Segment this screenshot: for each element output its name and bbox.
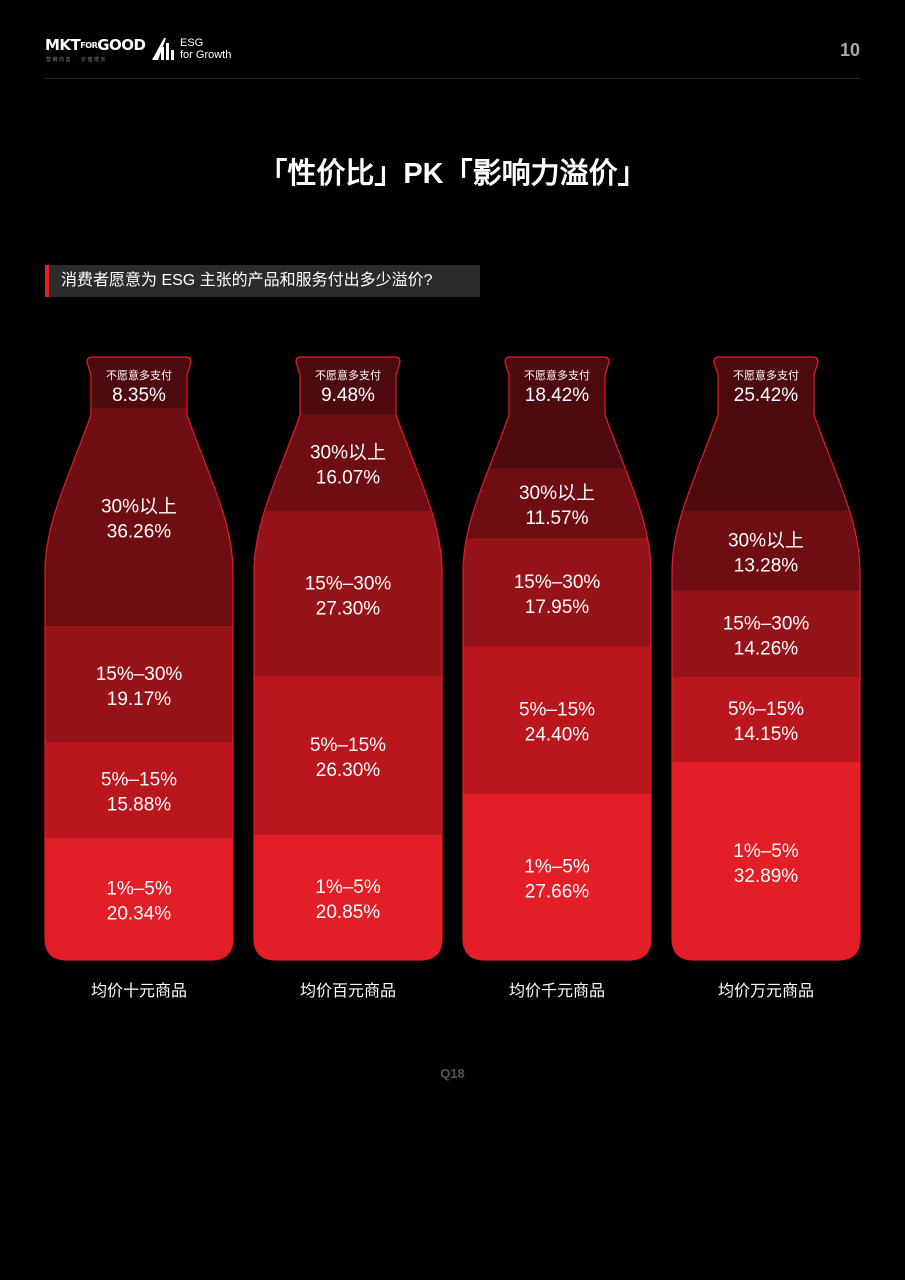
segment-range5_15-0: [45, 741, 233, 838]
segment-range1_5-0: [45, 837, 233, 960]
segment-name-label-unwilling-1: 不愿意多支付: [315, 368, 381, 382]
segment-value-label-unwilling-0: 8.35%: [112, 385, 166, 406]
bottle-outline-3: [671, 356, 861, 961]
question-source: Q18: [440, 1066, 465, 1081]
segment-name-label-range15_30-0: 15%–30%: [96, 664, 183, 685]
bottle-segments-0: [45, 357, 233, 960]
esg-logo-line2: for Growth: [180, 49, 232, 61]
segment-value-label-unwilling-1: 9.48%: [321, 385, 375, 406]
segment-name-label-range1_5-0: 1%–5%: [106, 879, 172, 900]
segment-value-label-range1_5-1: 20.85%: [316, 902, 381, 923]
segment-value-label-over30-2: 11.57%: [525, 508, 588, 529]
segment-name-label-over30-1: 30%以上: [310, 442, 386, 464]
segment-value-label-range5_15-2: 24.40%: [525, 725, 590, 746]
segment-name-label-unwilling-0: 不愿意多支付: [106, 368, 172, 382]
segment-name-label-range5_15-0: 5%–15%: [101, 769, 177, 790]
page-header: MKTFORGOOD 营销向善 · 价值增长 ESG for Growth 10: [45, 30, 860, 79]
segment-value-label-range15_30-2: 17.95%: [525, 597, 590, 618]
segment-range15_30-3: [672, 590, 860, 677]
segment-over30-2: [463, 468, 651, 538]
segment-name-label-range5_15-1: 5%–15%: [310, 735, 386, 756]
chart-question-subtitle: 消费者愿意为 ESG 主张的产品和服务付出多少溢价?: [45, 265, 480, 297]
segment-value-label-range5_15-1: 26.30%: [316, 760, 381, 781]
segment-name-label-range1_5-3: 1%–5%: [733, 841, 799, 862]
segment-name-label-range15_30-1: 15%–30%: [305, 573, 392, 594]
segment-value-label-over30-1: 16.07%: [316, 468, 381, 489]
esg-logo-text: ESG for Growth: [180, 37, 231, 61]
page-number: 10: [839, 40, 860, 60]
segment-range1_5-3: [672, 761, 860, 960]
segment-value-label-over30-3: 13.28%: [734, 555, 799, 576]
category-label-2: 均价千元商品: [509, 982, 605, 1000]
segment-name-label-range15_30-2: 15%–30%: [514, 572, 601, 593]
segment-value-label-range5_15-0: 15.88%: [107, 794, 172, 815]
bottle-stacked-chart: 1%–5% 20.34% 5%–15% 15.88% 15%–30% 19.17% 30%以…: [44, 356, 861, 1000]
segment-value-label-range15_30-1: 27.30%: [316, 598, 381, 619]
esg-logo-line1: ESG: [180, 37, 204, 49]
segment-value-label-range1_5-2: 27.66%: [525, 882, 590, 903]
segment-value-label-range1_5-3: 32.89%: [734, 866, 799, 887]
segment-value-label-over30-0: 36.26%: [107, 522, 172, 543]
page-title: 「性价比」PK「影响力溢价」: [258, 158, 647, 190]
segment-name-label-range5_15-2: 5%–15%: [519, 700, 595, 721]
segment-over30-3: [672, 510, 860, 591]
segment-value-label-unwilling-3: 25.42%: [734, 385, 799, 406]
segment-range15_30-0: [45, 625, 233, 742]
segment-name-label-over30-3: 30%以上: [728, 529, 804, 551]
segment-name-label-unwilling-2: 不愿意多支付: [524, 368, 590, 382]
mkt-for-good-logo: MKTFORGOOD: [45, 36, 146, 54]
segment-name-label-range5_15-3: 5%–15%: [728, 699, 804, 720]
segment-range1_5-2: [463, 793, 651, 960]
mkt-for-good-logo-subtext: 营销向善 · 价值增长: [46, 57, 107, 63]
segment-name-label-over30-2: 30%以上: [519, 482, 595, 504]
segment-range15_30-1: [254, 511, 442, 676]
segment-value-label-range1_5-0: 20.34%: [107, 904, 172, 925]
esg-logo-icon: [152, 38, 174, 60]
segment-range5_15-1: [254, 675, 442, 835]
segment-range5_15-2: [463, 646, 651, 794]
segment-range5_15-3: [672, 676, 860, 762]
segment-range1_5-1: [254, 834, 442, 960]
bottle-outline-0: [44, 356, 234, 961]
segment-value-label-range15_30-3: 14.26%: [734, 638, 799, 659]
segment-name-label-range1_5-2: 1%–5%: [524, 857, 590, 878]
segment-value-label-range5_15-3: 14.15%: [734, 724, 799, 745]
segment-name-label-over30-0: 30%以上: [101, 496, 177, 518]
category-label-1: 均价百元商品: [300, 982, 396, 1000]
segment-name-label-unwilling-3: 不愿意多支付: [733, 368, 799, 382]
segment-name-label-range15_30-3: 15%–30%: [723, 613, 810, 634]
category-label-0: 均价十元商品: [91, 982, 187, 1000]
segment-value-label-range15_30-0: 19.17%: [107, 689, 172, 710]
segment-range15_30-2: [463, 537, 651, 647]
segment-name-label-range1_5-1: 1%–5%: [315, 877, 381, 898]
category-label-3: 均价万元商品: [718, 982, 814, 1000]
segment-value-label-unwilling-2: 18.42%: [525, 385, 590, 406]
bottle-outline-2: [462, 356, 652, 961]
bottle-outline-1: [253, 356, 443, 961]
